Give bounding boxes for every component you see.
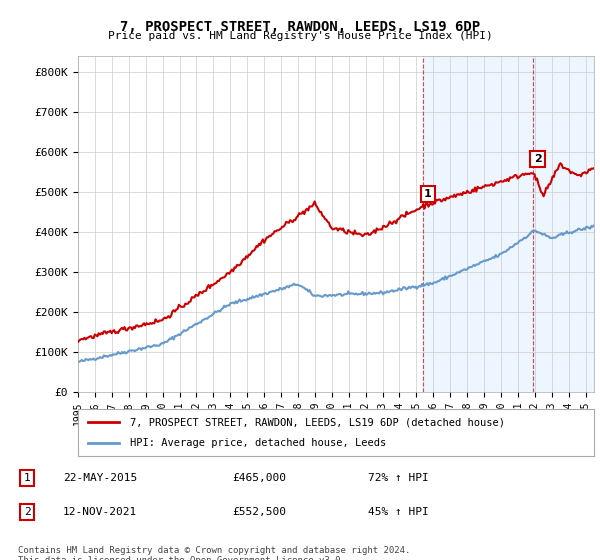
Bar [533,56,594,392]
Text: £465,000: £465,000 [232,473,286,483]
Text: 22-MAY-2015: 22-MAY-2015 [63,473,137,483]
Text: £552,500: £552,500 [232,507,286,517]
Text: 45% ↑ HPI: 45% ↑ HPI [368,507,428,517]
Text: 72% ↑ HPI: 72% ↑ HPI [368,473,428,483]
Text: 7, PROSPECT STREET, RAWDON, LEEDS, LS19 6DP: 7, PROSPECT STREET, RAWDON, LEEDS, LS19 … [120,20,480,34]
Text: Price paid vs. HM Land Registry's House Price Index (HPI): Price paid vs. HM Land Registry's House … [107,31,493,41]
Text: 1: 1 [424,189,432,199]
Text: 7, PROSPECT STREET, RAWDON, LEEDS, LS19 6DP (detached house): 7, PROSPECT STREET, RAWDON, LEEDS, LS19 … [130,417,505,427]
Text: 2: 2 [23,507,31,517]
Text: HPI: Average price, detached house, Leeds: HPI: Average price, detached house, Leed… [130,438,386,448]
Text: 1: 1 [23,473,31,483]
Text: 2: 2 [534,154,542,164]
Bar [423,56,533,392]
Text: 12-NOV-2021: 12-NOV-2021 [63,507,137,517]
Text: Contains HM Land Registry data © Crown copyright and database right 2024.
This d: Contains HM Land Registry data © Crown c… [18,546,410,560]
